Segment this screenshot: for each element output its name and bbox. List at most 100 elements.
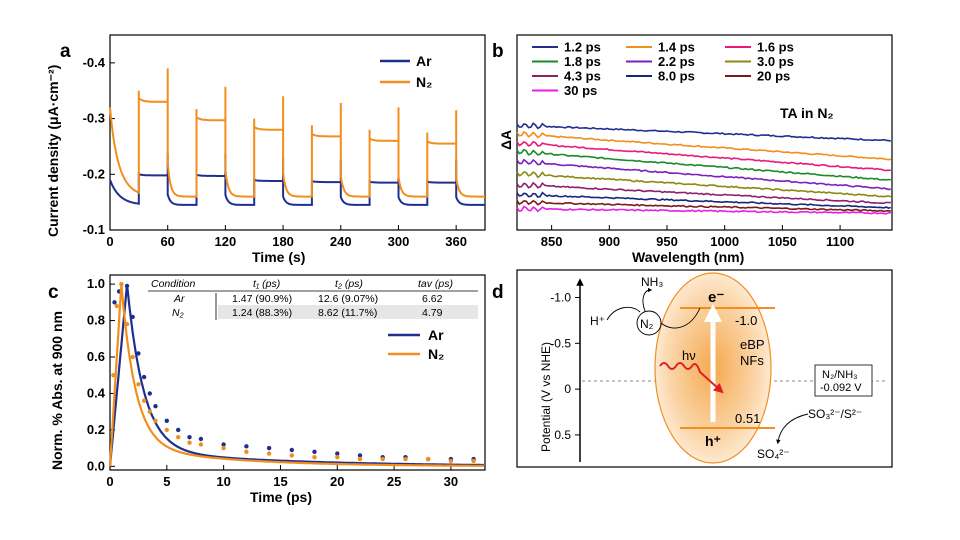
legend-label: 20 ps <box>757 69 790 84</box>
n2-label: N₂ <box>640 317 654 331</box>
legend-label-n2-c: N₂ <box>428 346 444 362</box>
sulfite-label: SO₃²⁻/S²⁻ <box>808 407 862 421</box>
panel-a-x-ticks: 0 60 120 180 240 300 360 <box>106 225 467 249</box>
data-point-n2 <box>380 456 385 462</box>
x-tick-label: 0 <box>106 234 113 249</box>
series-line <box>516 199 892 213</box>
data-point-ar <box>187 435 192 440</box>
table-header-t1: t₁ (ps) <box>253 278 280 290</box>
x-tick-label: 60 <box>160 234 174 249</box>
data-point-ar <box>176 427 181 433</box>
y-tick-label: 1.0 <box>87 276 105 291</box>
data-point-n2 <box>357 456 363 462</box>
legend-label-ar: Ar <box>416 53 432 69</box>
panel-b: b ΔA Wavelength (nm) TA in N₂ 850 900 950 1… <box>492 34 893 265</box>
legend-label-ar-c: Ar <box>428 327 444 343</box>
series-line <box>516 122 891 142</box>
vb-value: 0.51 <box>735 411 760 426</box>
x-tick-label: 950 <box>656 234 678 249</box>
series-line <box>516 158 891 191</box>
data-point-n2 <box>153 418 158 423</box>
table-cell-cond-ar: Ar <box>173 293 185 305</box>
legend-label: 2.2 ps <box>658 54 695 69</box>
data-point-n2 <box>266 451 272 456</box>
data-point-ar <box>130 314 135 320</box>
panel-c-y-ticks: 0.0 0.2 0.4 0.6 0.8 1.0 <box>87 276 115 473</box>
data-point-ar <box>112 300 117 305</box>
potential-tick-label: -0.5 <box>550 336 571 350</box>
data-point-ar <box>244 444 249 449</box>
legend-label-n2: N₂ <box>416 74 432 90</box>
table-cell-cond-n2: N₂ <box>172 307 184 319</box>
series-line <box>516 130 891 161</box>
panel-a-ylabel: Current density (μA·cm⁻²) <box>45 65 61 237</box>
panel-d-ylabel: Potential (V vs NHE) <box>539 342 553 452</box>
potential-tick-label: 0 <box>564 382 571 396</box>
legend-label: 30 ps <box>564 83 597 98</box>
x-tick-label: 850 <box>541 234 563 249</box>
table-cell-t1-ar: 1.47 (90.9%) <box>232 293 292 305</box>
x-tick-label: 5 <box>163 474 170 489</box>
panel-b-legend: 1.2 ps 1.4 ps 1.6 ps 1.8 ps 2.2 ps 3.0 ps 4.3 … <box>532 40 794 98</box>
x-tick-label: 10 <box>216 474 230 489</box>
material-label: eBP <box>740 337 765 352</box>
hole-label: h⁺ <box>705 433 721 449</box>
data-point-ar <box>198 436 204 442</box>
oxidation-arrow <box>776 413 809 445</box>
data-point-n2 <box>136 382 141 387</box>
panel-b-label: b <box>492 41 504 62</box>
x-tick-label: 25 <box>387 474 401 489</box>
data-point-n2 <box>244 449 249 454</box>
reduction-arrow <box>660 307 701 329</box>
table-cell-tav-n2: 4.79 <box>422 307 443 319</box>
legend-label: 1.6 ps <box>757 40 794 55</box>
x-tick-label: 360 <box>445 234 467 249</box>
y-tick-label: 0.6 <box>87 349 105 364</box>
series-line <box>516 140 891 172</box>
panel-a-series <box>109 68 485 206</box>
panel-c-ylabel: Norm. % Abs. at 900 nm <box>49 311 65 470</box>
legend-label: 1.2 ps <box>564 40 601 55</box>
data-point-ar <box>136 351 141 356</box>
panel-b-x-ticks: 850 900 950 1000 1050 1100 <box>541 225 854 249</box>
y-tick-label: -0.2 <box>83 166 105 181</box>
x-tick-label: 15 <box>273 474 287 489</box>
table-header-t2: t₂ (ps) <box>335 278 363 290</box>
series-line <box>516 205 891 215</box>
data-point-n2 <box>147 409 152 414</box>
data-point-n2 <box>141 398 147 403</box>
y-tick-label: 0.2 <box>87 422 105 437</box>
hv-label: hν <box>682 348 696 363</box>
legend-label: 8.0 ps <box>658 69 695 84</box>
data-point-n2 <box>124 322 130 327</box>
x-tick-label: 1000 <box>710 234 739 249</box>
series-line <box>516 191 892 209</box>
redox-potential-label: -0.092 V <box>820 382 862 394</box>
x-tick-label: 300 <box>388 234 410 249</box>
hplus-label: H⁺ <box>590 314 605 328</box>
panel-d-frame <box>516 269 893 468</box>
data-point-ar <box>164 418 169 423</box>
data-point-ar <box>153 404 158 409</box>
data-point-n2 <box>335 455 340 460</box>
data-point-n2 <box>130 354 135 360</box>
panel-b-series <box>516 122 892 215</box>
data-point-n2 <box>187 440 192 445</box>
data-point-n2 <box>448 458 454 464</box>
panel-c-label: c <box>48 282 59 303</box>
data-point-n2 <box>221 445 226 451</box>
panel-c-frame <box>109 274 486 471</box>
cb-value: -1.0 <box>735 313 757 328</box>
data-point-n2 <box>111 373 116 378</box>
excitation-arrow-head <box>704 304 722 322</box>
legend-label: 3.0 ps <box>757 54 794 69</box>
data-point-n2 <box>164 427 169 433</box>
panel-b-ylabel: ΔA <box>498 130 514 150</box>
legend-label: 1.4 ps <box>658 40 695 55</box>
photon-wave <box>659 362 724 394</box>
fit-line-ar <box>108 284 484 467</box>
data-point-n2 <box>176 435 181 440</box>
data-point-n2 <box>114 303 120 309</box>
panel-b-xlabel: Wavelength (nm) <box>632 249 744 265</box>
data-point-ar <box>357 453 363 458</box>
